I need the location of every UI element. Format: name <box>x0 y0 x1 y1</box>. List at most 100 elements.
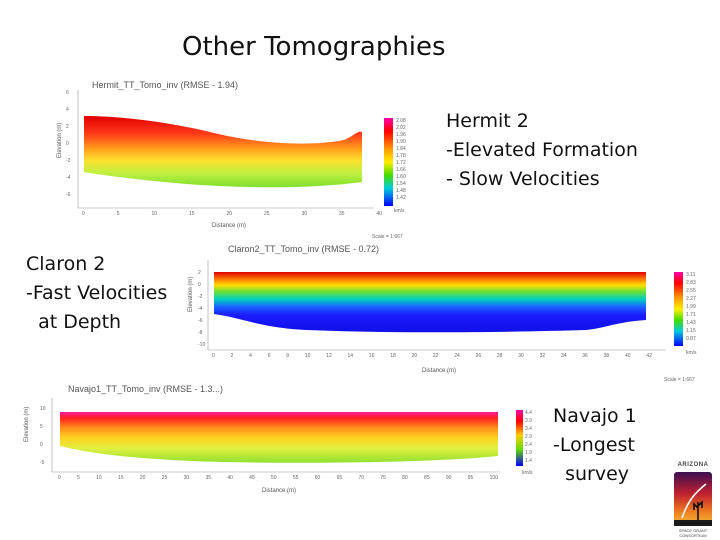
logo-top-text: ARIZONA <box>677 462 709 468</box>
x-tick: 25 <box>263 211 270 217</box>
hermit-y-ticks: 6 4 2 0 -2 -4 -6 <box>66 90 76 209</box>
x-tick: 24 <box>454 353 460 359</box>
x-tick: 12 <box>326 353 332 359</box>
x-tick: 36 <box>582 353 588 359</box>
legend-value: 4.4 <box>525 410 532 416</box>
legend-value: 1.9 <box>525 450 532 456</box>
legend-value: 2.08 <box>396 118 406 124</box>
y-tick: 6 <box>66 90 69 96</box>
x-tick: 75 <box>380 475 386 481</box>
legend-value: 2.02 <box>396 125 406 131</box>
navajo-legend-unit: km/s <box>522 470 533 476</box>
x-tick: 50 <box>271 475 277 481</box>
legend-value: 3.9 <box>525 418 532 424</box>
x-tick: 14 <box>347 353 354 359</box>
hermit-footer: Scale = 1:667 <box>372 234 403 240</box>
x-tick: 95 <box>467 475 474 481</box>
navajo-caption: Navajo 1 -Longest survey <box>553 405 637 485</box>
slide-title: Other Tomographies <box>182 32 446 62</box>
claron-y-ticks: 2 0 -2 -4 -6 -8 -10 <box>198 270 208 354</box>
x-tick: 10 <box>151 211 157 217</box>
arizona-space-grant-logo: ARIZONA SPACE GRANT CONSORTIUM <box>668 462 718 538</box>
x-tick: 4 <box>249 353 252 359</box>
legend-value: 1.99 <box>686 304 696 310</box>
x-tick: 60 <box>314 475 321 481</box>
y-tick: -4 <box>198 306 203 312</box>
x-tick: 32 <box>539 353 546 359</box>
legend-value: 2.4 <box>525 442 532 448</box>
x-tick: 55 <box>292 475 299 481</box>
legend-value: 1.60 <box>396 174 406 180</box>
legend-value: 0.87 <box>686 336 696 342</box>
legend-value: 1.96 <box>396 132 406 138</box>
legend-value: 1.54 <box>396 181 406 187</box>
legend-value: 1.43 <box>686 320 696 326</box>
y-tick: 4 <box>66 107 69 113</box>
navajo-panel-title: Navajo1_TT_Tomo_inv (RMSE - 1.3...) <box>68 384 224 394</box>
x-tick: 65 <box>336 475 343 481</box>
hermit-panel-title: Hermit_TT_Tomo_inv (RMSE - 1.94) <box>92 80 239 90</box>
x-tick: 20 <box>139 475 146 481</box>
y-tick: -6 <box>198 318 203 324</box>
x-tick: 40 <box>624 353 631 359</box>
y-tick: 0 <box>198 282 201 288</box>
y-tick: -10 <box>198 342 206 348</box>
navajo-plot <box>51 398 523 473</box>
x-tick: 45 <box>249 475 255 481</box>
legend-value: 1.4 <box>525 458 532 464</box>
x-tick: 18 <box>390 353 396 359</box>
x-tick: 6 <box>267 353 271 359</box>
x-tick: 35 <box>338 211 345 217</box>
legend-value: 3.11 <box>686 272 696 278</box>
x-tick: 8 <box>286 353 290 359</box>
navajo-xlabel: Distance (m) <box>262 488 297 494</box>
x-tick: 0 <box>58 475 61 481</box>
x-tick: 30 <box>183 475 190 481</box>
x-tick: 15 <box>188 211 195 217</box>
legend-value: 1.84 <box>396 146 406 152</box>
hermit-tomography-panel: Hermit_TT_Tomo_inv (RMSE - 1.94) Elevati… <box>54 78 414 242</box>
y-tick: 2 <box>198 270 201 276</box>
x-tick: 35 <box>205 475 212 481</box>
y-tick: 5 <box>40 424 43 430</box>
x-tick: 10 <box>304 353 311 359</box>
x-tick: 30 <box>518 353 524 359</box>
hermit-xlabel: Distance (m) <box>212 223 247 229</box>
x-tick: 40 <box>376 211 382 217</box>
navajo-y-ticks: 10 5 0 -5 <box>40 406 50 478</box>
y-tick: -2 <box>198 294 203 300</box>
x-tick: 2 <box>230 353 234 359</box>
y-tick: -2 <box>66 158 71 164</box>
x-tick: 20 <box>411 353 418 359</box>
claron-legend-unit: km/s <box>686 350 697 356</box>
y-tick: -8 <box>198 330 203 336</box>
x-tick: 90 <box>445 475 452 481</box>
legend-value: 1.42 <box>396 195 406 201</box>
legend-value: 1.72 <box>396 160 406 166</box>
x-tick: 20 <box>226 211 232 217</box>
claron-x-ticks: 0 2 4 6 8 10 12 14 16 18 20 22 24 26 28 … <box>212 353 652 359</box>
y-tick: -4 <box>66 175 71 181</box>
x-tick: 80 <box>402 475 408 481</box>
x-tick: 5 <box>77 475 80 481</box>
hermit-legend-unit: km/s <box>394 208 405 214</box>
x-tick: 15 <box>118 475 124 481</box>
x-tick: 30 <box>301 211 307 217</box>
navajo-x-ticks: 0 5 10 15 20 25 30 35 40 45 50 55 60 65 … <box>58 475 498 481</box>
x-tick: 5 <box>116 211 120 217</box>
x-tick: 10 <box>96 475 102 481</box>
claron-caption: Claron 2 -Fast Velocities at Depth <box>26 253 168 333</box>
x-tick: 38 <box>603 353 610 359</box>
legend-value: 1.71 <box>686 312 696 318</box>
y-tick: 2 <box>66 124 69 130</box>
claron-xlabel: Distance (m) <box>422 368 457 374</box>
claron-footer: Scale = 1:667 <box>664 377 695 383</box>
y-tick: -5 <box>40 460 45 466</box>
legend-value: 1.66 <box>396 167 406 173</box>
legend-value: 2.27 <box>686 296 696 302</box>
x-tick: 26 <box>475 353 482 359</box>
navajo-legend-labels: 4.4 3.9 3.4 2.9 2.4 1.9 1.4 <box>525 410 541 466</box>
legend-value: 2.55 <box>686 288 696 294</box>
x-tick: 40 <box>227 475 233 481</box>
y-tick: 0 <box>66 141 69 147</box>
